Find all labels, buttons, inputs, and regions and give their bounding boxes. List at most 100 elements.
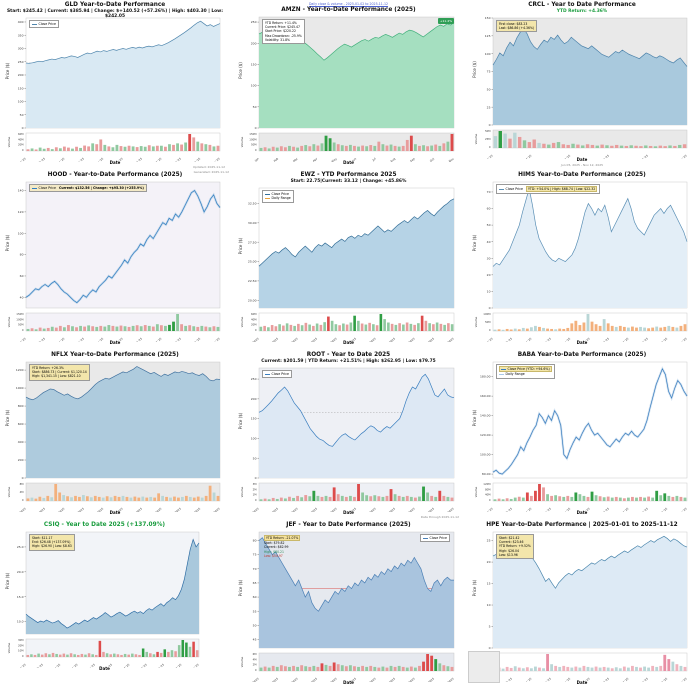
chart-title: CSIQ - Year to Date 2025 (+137.09%) xyxy=(43,522,166,528)
svg-text:Jan '25: Jan '25 xyxy=(16,663,27,668)
volume-axis-label: Volume xyxy=(474,486,478,498)
stats-line: Low: $54.97 xyxy=(264,553,283,558)
svg-text:400: 400 xyxy=(18,440,24,444)
svg-text:250: 250 xyxy=(251,377,257,381)
svg-text:140.00: 140.00 xyxy=(480,414,491,418)
svg-text:0: 0 xyxy=(489,646,491,650)
chart-card-jef: JEF - Year to Date Performance (2025) 80 7… xyxy=(233,520,467,690)
svg-text:0: 0 xyxy=(22,328,24,332)
stats-line: Volatility: 31.8% xyxy=(265,37,290,42)
svg-text:60: 60 xyxy=(487,207,491,211)
price-chart-svg: 180.00 160.00 140.00 120.00 100.00 80.00 xyxy=(480,361,688,479)
svg-text:120.00: 120.00 xyxy=(480,433,491,437)
chart-title: NFLX Year-to-Date Performance (2025) xyxy=(51,352,179,358)
stats-line: Start: $79.82 xyxy=(264,541,285,546)
x-axis-ticks: Jan 2025 Feb 2025 Mar 2025 Apr 2025 May 2025… xyxy=(14,507,221,512)
volume-axis-label: Volume xyxy=(240,656,244,668)
chart-subtitle: Start: 22.75|Current: 33.12 | Change: +4… xyxy=(290,179,407,184)
svg-text:20M: 20M xyxy=(251,323,257,327)
svg-text:8M: 8M xyxy=(20,482,24,486)
svg-text:Nov '25: Nov '25 xyxy=(677,507,688,512)
price-chart-svg: 32.50 30.00 27.50 25.00 22.50 20.00 xyxy=(248,187,455,309)
svg-text:Jun '25: Jun '25 xyxy=(580,507,591,512)
volume-axis-label: Volume xyxy=(7,316,11,328)
svg-text:Aug: Aug xyxy=(389,157,396,162)
svg-text:Jan 2025: Jan 2025 xyxy=(14,507,27,512)
svg-text:0: 0 xyxy=(22,654,24,658)
svg-text:20M: 20M xyxy=(18,143,24,147)
svg-text:50M: 50M xyxy=(251,143,257,147)
svg-text:5: 5 xyxy=(489,625,491,629)
svg-text:400: 400 xyxy=(18,20,24,24)
chart-title: EWZ - YTD Performance 2025 xyxy=(300,172,397,178)
svg-text:Jun 2025: Jun 2025 xyxy=(344,507,357,512)
x-axis-label: Date xyxy=(576,680,588,685)
svg-text:Nov 2025: Nov 2025 xyxy=(208,507,221,512)
price-chart-svg: 400 350 300 250 200 150 100 50 0 xyxy=(18,17,221,130)
stats-box: Start: $21.42 Current: $23.46 YTD Return: … xyxy=(496,534,534,559)
svg-text:0: 0 xyxy=(489,328,491,332)
legend-swatch-0 xyxy=(265,373,270,375)
x-axis-label: Date xyxy=(576,510,588,515)
update-note: Updated: 2025-11-12 xyxy=(192,165,225,169)
svg-text:100M: 100M xyxy=(483,312,490,316)
chart-title: GLD Year-to-Date Performance xyxy=(64,2,166,8)
svg-text:4M: 4M xyxy=(253,657,257,661)
svg-text:Jun '25: Jun '25 xyxy=(113,337,124,342)
x-axis-label: Date xyxy=(576,340,588,345)
svg-text:Oct '25: Oct '25 xyxy=(191,337,201,342)
legend-swatch-0 xyxy=(423,537,428,539)
volume-axis-label: Volume xyxy=(474,316,478,328)
svg-text:20.00: 20.00 xyxy=(248,298,257,302)
svg-text:27.50: 27.50 xyxy=(248,240,257,244)
y-axis-label: Price ($) xyxy=(5,409,10,427)
svg-text:Oct '25: Oct '25 xyxy=(172,663,182,668)
legend-label: Close Price xyxy=(38,186,56,190)
svg-text:Feb 2025: Feb 2025 xyxy=(267,507,280,512)
svg-text:Nov '25: Nov '25 xyxy=(210,157,221,162)
svg-text:Aug 2025: Aug 2025 xyxy=(383,677,396,682)
svg-text:Oct '25: Oct '25 xyxy=(658,507,668,512)
svg-text:2M: 2M xyxy=(253,663,257,667)
svg-text:May '25: May '25 xyxy=(93,337,104,342)
x-axis-ticks: Jan '25 Feb '25 Mar '25 Apr '25 May '25 Jun '… xyxy=(16,337,221,342)
svg-text:100: 100 xyxy=(18,100,24,104)
svg-text:45: 45 xyxy=(253,638,257,642)
svg-text:Sep: Sep xyxy=(409,157,416,162)
volume-axis-label: Volume xyxy=(240,486,244,498)
x-axis-ticks: Jan Feb Mar Apr May Jun Jul Aug Sep Oct Nov xyxy=(253,156,455,162)
svg-text:May 2025: May 2025 xyxy=(325,507,338,512)
y-axis-label: Price ($) xyxy=(5,62,10,80)
svg-text:2M: 2M xyxy=(253,487,257,491)
y-axis-label: Price ($) xyxy=(5,234,10,252)
svg-text:60M: 60M xyxy=(251,312,257,316)
legend-label: Daily Range xyxy=(271,196,291,201)
stats-box: YTD Return: +11.4% Current Price: $245.47… xyxy=(262,19,305,44)
svg-text:Jul '25: Jul '25 xyxy=(600,507,610,512)
legend-entry: Close Price xyxy=(265,372,289,376)
svg-text:120: 120 xyxy=(18,210,24,214)
svg-text:Jan '25: Jan '25 xyxy=(16,337,27,342)
chart-card-baba: BABA Year-to-Date Performance (2025) 180.… xyxy=(467,350,700,520)
svg-text:Jun 2025: Jun 2025 xyxy=(344,677,357,682)
svg-text:0: 0 xyxy=(255,498,257,502)
chart-title: JEF - Year to Date Performance (2025) xyxy=(286,522,411,528)
y-axis-label: Price ($) xyxy=(238,412,243,430)
svg-text:20: 20 xyxy=(487,560,491,564)
x-axis-label: Date xyxy=(99,666,110,671)
svg-text:Feb 2025: Feb 2025 xyxy=(267,677,280,682)
svg-text:Nov 2025: Nov 2025 xyxy=(442,337,455,342)
volume-axis-label: Volume xyxy=(240,316,244,328)
legend-swatch-0 xyxy=(265,193,270,195)
svg-text:350: 350 xyxy=(18,33,24,37)
price-chart-svg: 140 120 100 80 60 40 xyxy=(18,181,221,309)
svg-text:Jun 2025: Jun 2025 xyxy=(344,337,357,342)
svg-text:Jul '25: Jul '25 xyxy=(133,157,143,162)
svg-text:70: 70 xyxy=(487,190,491,194)
svg-text:20M: 20M xyxy=(18,643,24,647)
volume-axis-label: Volume xyxy=(474,133,478,145)
svg-text:600: 600 xyxy=(18,422,24,426)
svg-text:1000: 1000 xyxy=(16,386,24,390)
